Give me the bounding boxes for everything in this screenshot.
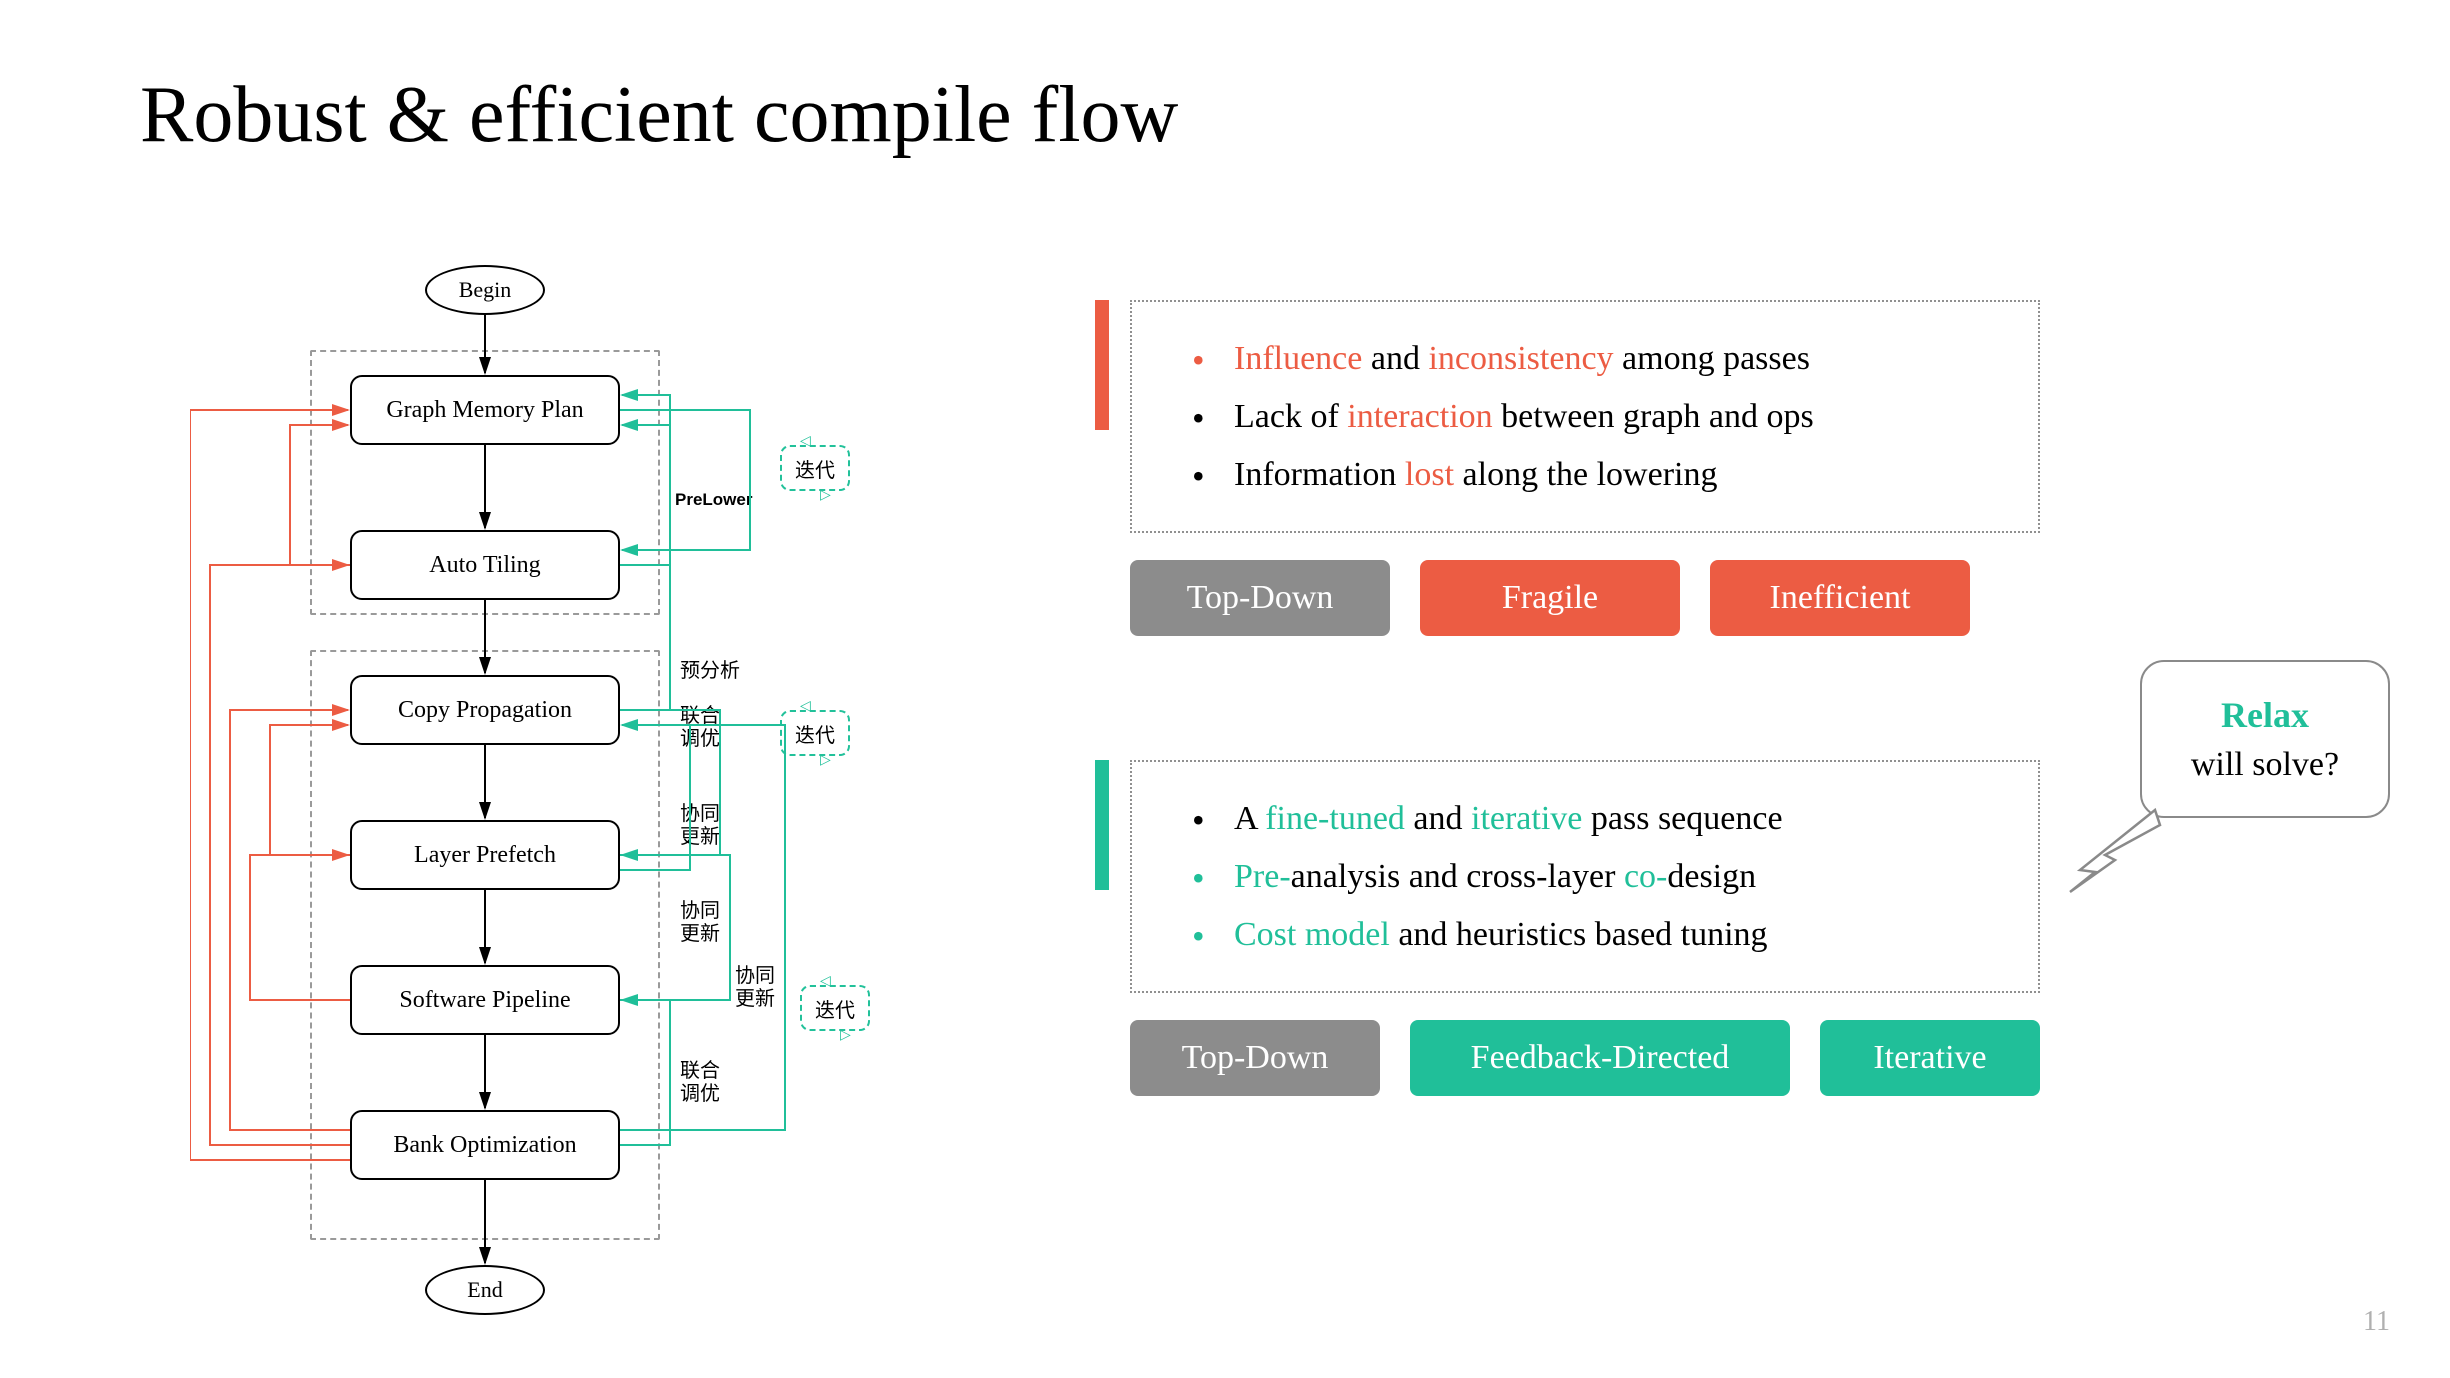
page-title: Robust & efficient compile flow [140,70,1178,161]
flow-node-2: Copy Propagation [350,675,620,745]
flow-end: End [425,1265,545,1315]
pill-row-top: Top-Down Fragile Inefficient [1130,560,1970,636]
panel-bar-top [1095,300,1109,430]
pill-bottom-2: Iterative [1820,1020,2040,1096]
label-co-update-1: 协同 更新 [680,803,720,849]
bubble-line2: will solve? [2178,746,2352,784]
panel-bottom-bullet-0: •A fine-tuned and iterative pass sequenc… [1192,790,1998,848]
page-number: 11 [2363,1306,2390,1338]
pill-top-2: Inefficient [1710,560,1970,636]
flow-node-4: Software Pipeline [350,965,620,1035]
label-co-update-2: 协同 更新 [680,900,720,946]
panel-top: •Influence and inconsistency among passe… [1130,300,2040,533]
flowchart: Begin End Graph Memory Plan Auto Tiling … [190,265,990,1365]
panel-bottom-bullet-1: •Pre-analysis and cross-layer co-design [1192,848,1998,906]
flow-node-5: Bank Optimization [350,1110,620,1180]
flow-node-3: Layer Prefetch [350,820,620,890]
pill-bottom-0: Top-Down [1130,1020,1380,1096]
flow-begin: Begin [425,265,545,315]
pill-top-1: Fragile [1420,560,1680,636]
panel-top-list: •Influence and inconsistency among passe… [1192,330,1998,503]
panel-bar-bottom [1095,760,1109,890]
iter-badge-3: 迭代 [800,985,870,1031]
iter-badge-1: 迭代 [780,445,850,491]
label-joint-tune-1: 联合 调优 [680,705,720,751]
label-joint-tune-2: 联合 调优 [680,1060,720,1106]
flow-node-1: Auto Tiling [350,530,620,600]
pill-bottom-1: Feedback-Directed [1410,1020,1790,1096]
label-prelower: PreLower [675,490,752,510]
panel-top-bullet-1: •Lack of interaction between graph and o… [1192,388,1998,446]
speech-bubble: Relax will solve? [2140,660,2390,818]
panel-top-bullet-2: •Information lost along the lowering [1192,446,1998,504]
bubble-line1: Relax [2178,694,2352,736]
label-co-update-3: 协同 更新 [735,965,775,1011]
panel-bottom-list: •A fine-tuned and iterative pass sequenc… [1192,790,1998,963]
panel-top-bullet-0: •Influence and inconsistency among passe… [1192,330,1998,388]
pill-row-bottom: Top-Down Feedback-Directed Iterative [1130,1020,2040,1096]
panel-bottom: •A fine-tuned and iterative pass sequenc… [1130,760,2040,993]
iter-badge-2: 迭代 [780,710,850,756]
pill-top-0: Top-Down [1130,560,1390,636]
bubble-tail [2060,800,2170,900]
panel-bottom-bullet-2: •Cost model and heuristics based tuning [1192,906,1998,964]
label-preanalysis: 预分析 [680,660,740,683]
flow-node-0: Graph Memory Plan [350,375,620,445]
